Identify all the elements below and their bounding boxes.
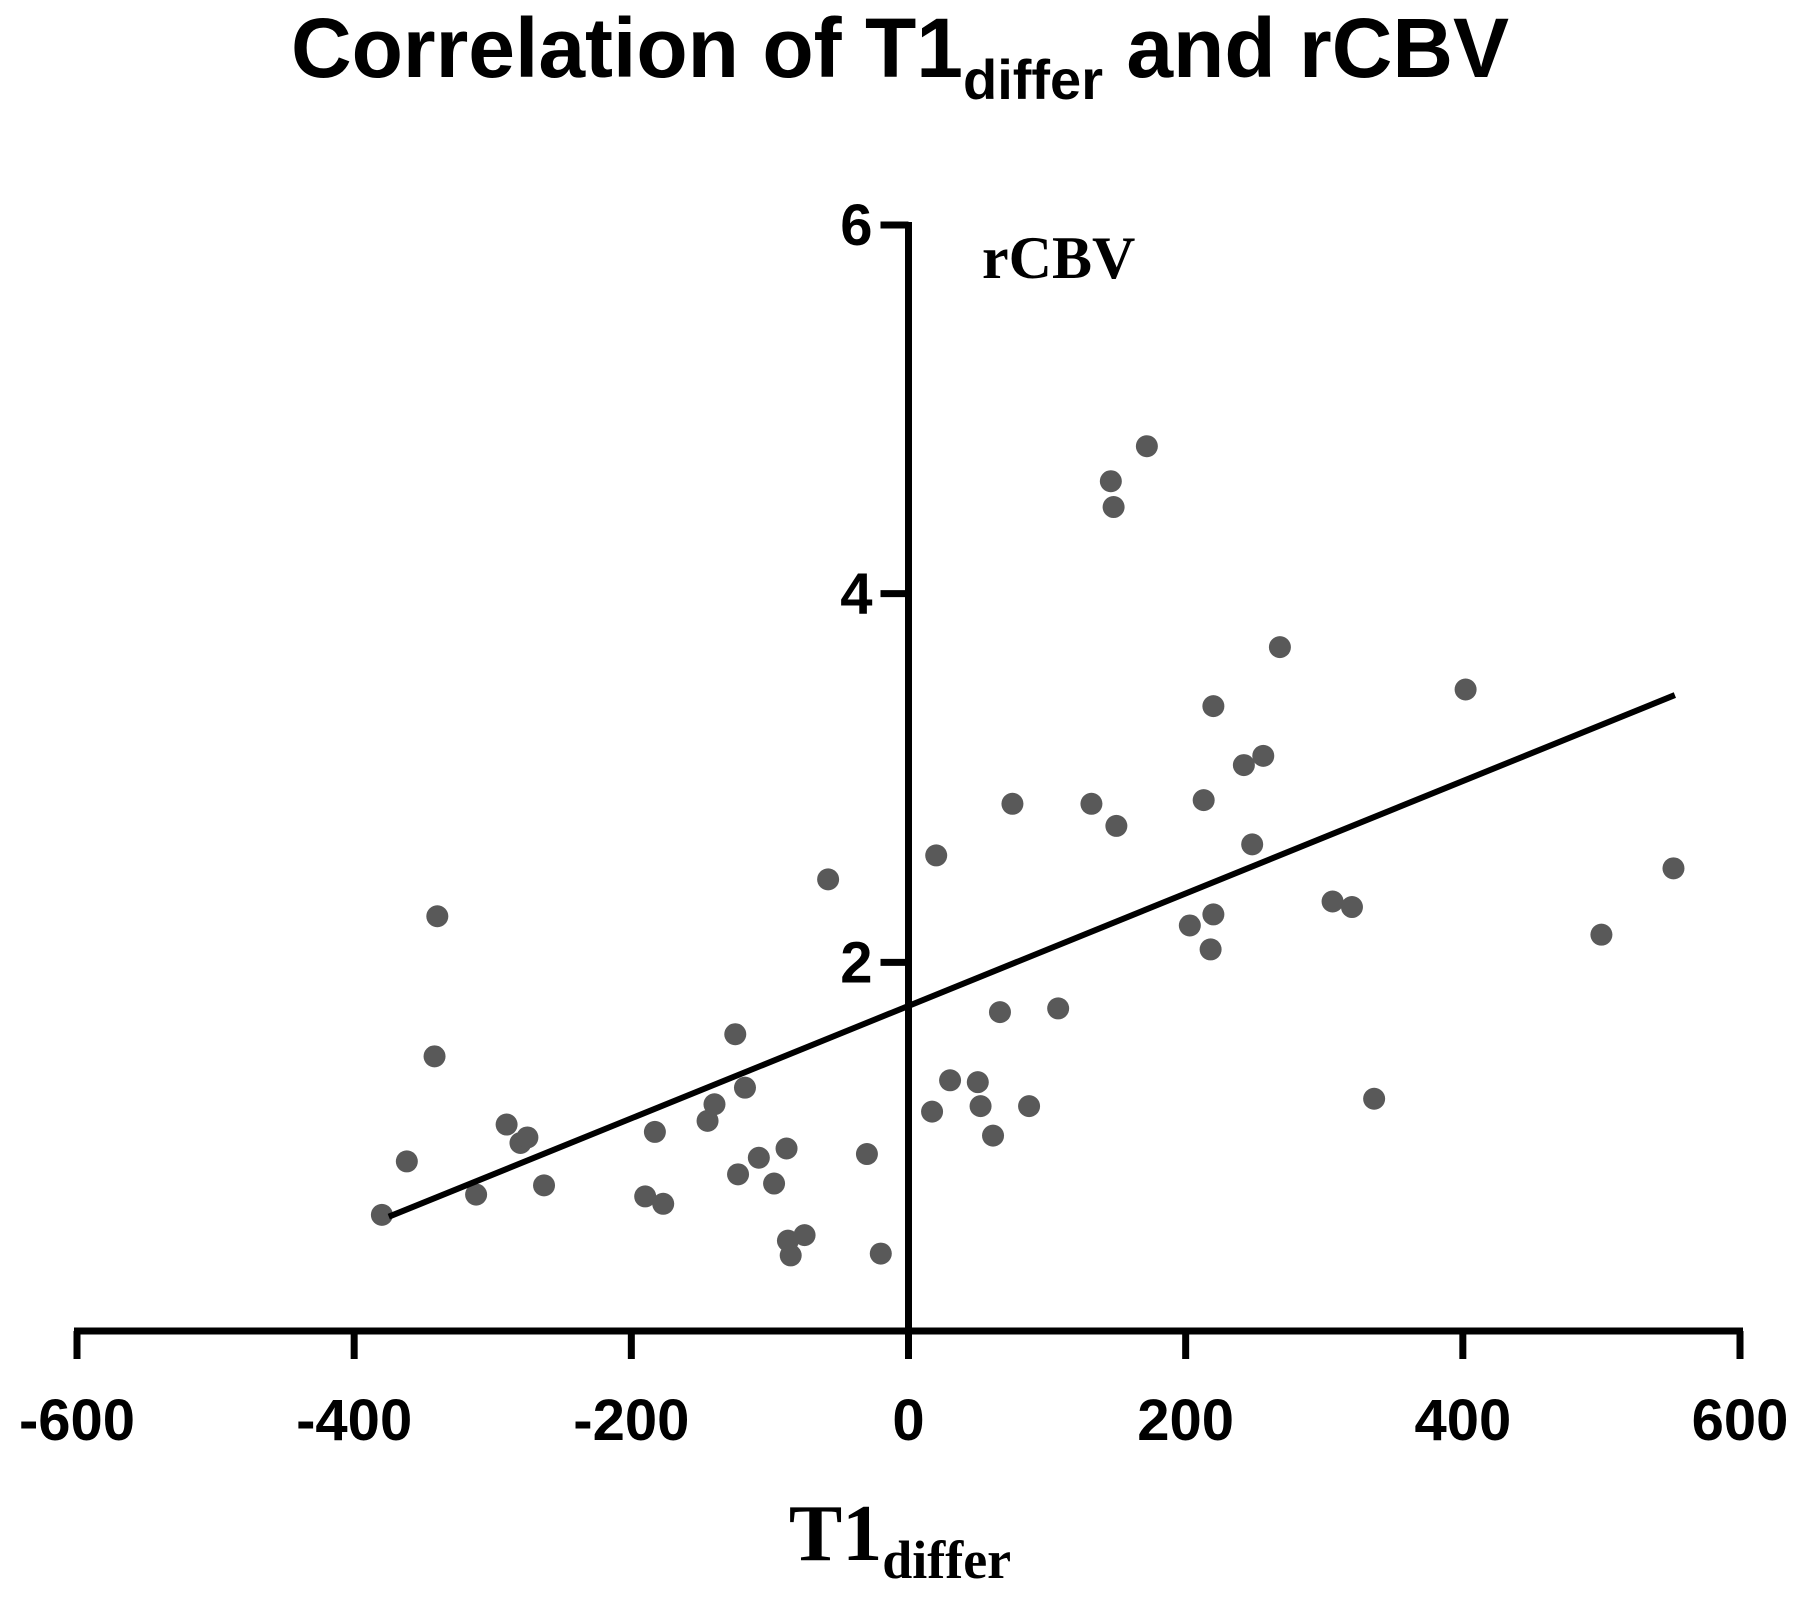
data-point — [969, 1095, 992, 1118]
x-tick-label: -400 — [296, 1388, 412, 1453]
data-point — [921, 1100, 944, 1123]
regression-line — [387, 692, 1676, 1220]
data-point — [1241, 833, 1264, 856]
data-point — [817, 868, 840, 891]
data-point — [423, 1045, 446, 1068]
data-point — [395, 1150, 418, 1173]
data-point — [1099, 470, 1122, 493]
y-tick-label: 4 — [840, 562, 872, 627]
data-point — [1105, 814, 1128, 837]
data-point — [696, 1109, 719, 1132]
data-point — [1340, 896, 1363, 919]
data-point — [727, 1163, 750, 1186]
data-point — [703, 1093, 726, 1116]
x-tick-label: 400 — [1414, 1388, 1511, 1453]
data-point — [1135, 435, 1158, 458]
data-point — [1268, 636, 1291, 659]
data-point — [724, 1023, 747, 1046]
data-point — [426, 905, 449, 928]
data-point — [1202, 903, 1225, 926]
data-point — [982, 1124, 1005, 1147]
data-point — [465, 1183, 488, 1206]
data-point — [495, 1113, 518, 1136]
data-point — [1252, 744, 1275, 767]
y-tick-label: 2 — [840, 930, 872, 995]
data-point — [747, 1146, 770, 1169]
y-axis-label: rCBV — [982, 225, 1135, 291]
data-point — [1202, 695, 1225, 718]
data-point — [1363, 1087, 1386, 1110]
data-point — [533, 1174, 556, 1197]
data-point — [1102, 496, 1125, 519]
data-point — [643, 1120, 666, 1143]
data-point — [763, 1172, 786, 1195]
data-point — [855, 1143, 878, 1166]
data-point — [1454, 678, 1477, 701]
data-point — [1018, 1095, 1041, 1118]
y-axis-ticks: 2 4 6 — [840, 193, 909, 995]
x-axis-ticks: -600 -400 -200 0 200 400 600 — [19, 1331, 1788, 1453]
data-point — [966, 1071, 989, 1094]
data-point — [1590, 923, 1613, 946]
x-tick-label: -600 — [19, 1388, 135, 1453]
data-point — [779, 1244, 802, 1267]
chart-title: Correlation of T1differ and rCBV — [291, 1, 1509, 111]
y-tick-label: 6 — [840, 193, 872, 258]
data-point — [1047, 997, 1070, 1020]
data-point — [370, 1203, 393, 1226]
data-point — [988, 1001, 1011, 1024]
data-point — [869, 1242, 892, 1265]
data-point — [1199, 938, 1222, 961]
data-point — [1662, 857, 1685, 880]
data-point — [1192, 789, 1215, 812]
data-point — [1178, 914, 1201, 937]
data-point — [925, 844, 948, 867]
axes: -600 -400 -200 0 200 400 600 2 4 6 — [19, 193, 1788, 1453]
data-point — [1232, 754, 1255, 777]
x-tick-label: -200 — [573, 1388, 689, 1453]
data-point — [516, 1126, 539, 1149]
x-tick-label: 0 — [892, 1388, 924, 1453]
x-axis-label: T1differ — [789, 1490, 1011, 1590]
data-point — [733, 1076, 756, 1099]
data-point — [652, 1192, 675, 1215]
data-point — [634, 1185, 657, 1208]
data-point — [939, 1069, 962, 1092]
x-tick-label: 200 — [1137, 1388, 1234, 1453]
data-points — [370, 435, 1685, 1267]
data-point — [1080, 792, 1103, 815]
data-point — [775, 1137, 798, 1160]
data-point — [1001, 792, 1024, 815]
data-point — [793, 1224, 816, 1247]
x-tick-label: 600 — [1692, 1388, 1789, 1453]
data-point — [1321, 890, 1344, 913]
